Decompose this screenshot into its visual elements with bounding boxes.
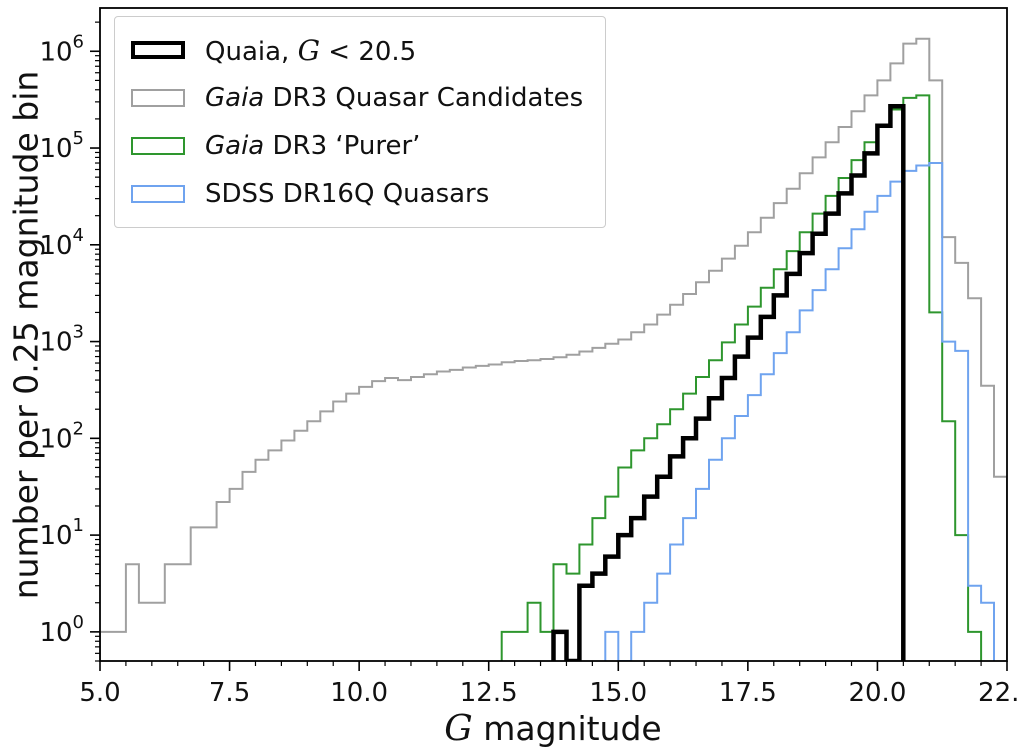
x-axis-label: G magnitude: [444, 708, 661, 749]
x-tick-label: 7.5: [209, 678, 250, 708]
legend: Quaia, G < 20.5 Gaia DR3 Quasar Candidate…: [114, 16, 607, 228]
y-tick-label: 105: [39, 128, 84, 164]
y-tick-label: 101: [39, 515, 84, 551]
legend-label-gaia-purer: Gaia DR3 ‘Purer’: [205, 131, 420, 161]
x-tick-label: 5.0: [79, 678, 120, 708]
legend-label-gaia-candidates: Gaia DR3 Quasar Candidates: [205, 83, 583, 113]
legend-label-sdss: SDSS DR16Q Quasars: [205, 179, 489, 209]
series-gaia-candidates-line: [100, 37, 1007, 661]
x-tick-label: 20.0: [848, 678, 906, 708]
plot-border: [99, 7, 1008, 662]
legend-swatch-quaia: [131, 41, 185, 59]
x-tick-label: 17.5: [719, 678, 777, 708]
x-tick-label: 15.0: [589, 678, 647, 708]
series-sdss-line: [604, 162, 995, 661]
text-segment: Quaia,: [205, 36, 298, 67]
legend-item-sdss: SDSS DR16Q Quasars: [131, 173, 583, 215]
y-tick-label: 102: [39, 418, 84, 454]
y-axis-label: number per 0.25 magnitude bin: [6, 70, 46, 600]
y-tick-label: 106: [39, 31, 84, 67]
legend-item-gaia-purer: Gaia DR3 ‘Purer’: [131, 125, 583, 167]
x-tick-label: 10.0: [330, 678, 388, 708]
text-segment: DR3 Quasar Candidates: [264, 83, 584, 113]
legend-swatch-gaia-purer: [131, 137, 185, 155]
y-tick-label: 104: [39, 225, 84, 261]
legend-item-quaia: Quaia, G < 20.5: [131, 29, 583, 71]
legend-item-gaia-candidates: Gaia DR3 Quasar Candidates: [131, 77, 583, 119]
text-segment: Gaia: [205, 83, 265, 113]
series-quaia-line: [551, 104, 906, 661]
y-tick-label: 100: [39, 612, 84, 648]
x-tick-label: 22.5: [978, 678, 1020, 708]
legend-label-quaia: Quaia, G < 20.5: [205, 34, 416, 67]
text-segment: magnitude: [472, 709, 662, 748]
series-gaia-purer-line: [500, 94, 983, 661]
x-axis-label-text: G magnitude: [444, 708, 662, 749]
text-segment: DR3 ‘Purer’: [264, 131, 421, 161]
legend-swatch-gaia-candidates: [131, 89, 185, 107]
text-segment: G: [444, 708, 473, 749]
text-segment: < 20.5: [320, 36, 417, 67]
text-segment: Gaia: [205, 131, 265, 161]
text-segment: G: [297, 33, 320, 67]
legend-swatch-sdss: [131, 185, 185, 203]
text-segment: SDSS DR16Q Quasars: [205, 179, 490, 209]
x-tick-label: 12.5: [460, 678, 518, 708]
y-tick-label: 103: [39, 322, 84, 358]
